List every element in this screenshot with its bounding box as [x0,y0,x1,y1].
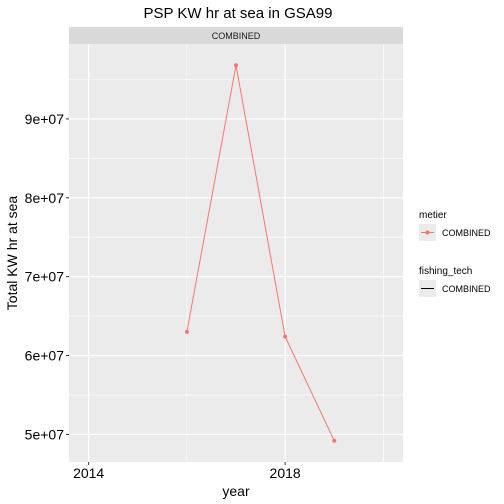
x-tick-label: 2014 [73,465,104,481]
facet-strip-label: COMBINED [212,31,261,41]
legend-item-fishing-tech: COMBINED [442,284,491,294]
series-line [186,65,335,441]
legend: metier COMBINED fishing_tech COMBINED [419,210,491,297]
x-axis-title: year [222,483,250,499]
y-axis-title: Total KW hr at sea [4,196,20,311]
series-layer [184,63,337,443]
x-tick-label: 2018 [270,465,301,481]
legend-title-fishing-tech: fishing_tech [419,266,472,277]
data-point [184,329,189,334]
chart-title: PSP KW hr at sea in GSA99 [144,5,333,22]
legend-title-metier: metier [419,210,447,221]
legend-item-metier: COMBINED [442,228,491,238]
facet-strip [69,27,403,44]
x-axis: 2014 2018 [73,462,301,481]
y-tick-label: 8e+07 [25,190,65,206]
data-point [332,438,337,443]
legend-key-metier-point [425,230,430,235]
data-point [234,63,238,68]
y-tick-label: 9e+07 [25,111,65,127]
y-tick-label: 7e+07 [25,269,65,285]
grid-minor [69,44,403,462]
plot-panel [69,44,403,462]
y-axis: 5e+07 6e+07 7e+07 8e+07 9e+07 [25,111,69,442]
y-tick-label: 5e+07 [25,426,65,442]
data-point [283,334,288,339]
grid-major [69,44,403,462]
y-tick-label: 6e+07 [25,348,65,364]
